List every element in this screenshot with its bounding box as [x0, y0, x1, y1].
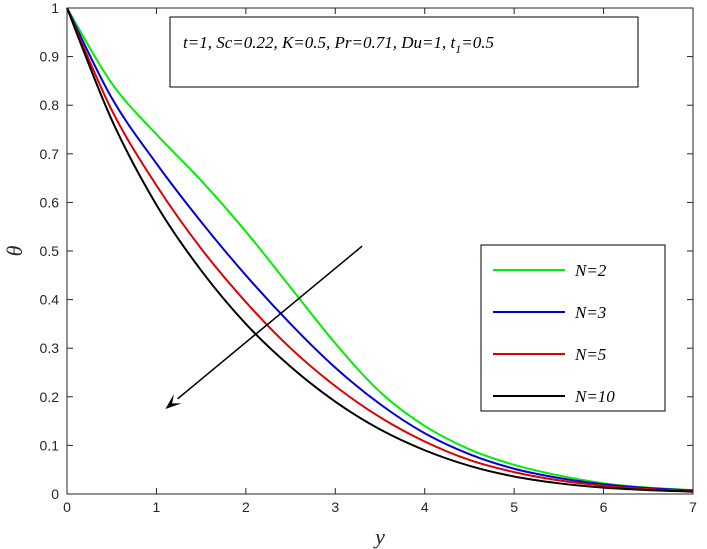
legend: N=2 N=3 N=5 N=10: [480, 244, 666, 412]
legend-label-N=5: N=5: [574, 345, 606, 364]
y-tick-label: 0.4: [40, 292, 60, 308]
y-tick-label: 0.7: [40, 146, 60, 162]
y-tick-label: 0: [51, 486, 59, 502]
curves-layer: [66, 7, 694, 493]
y-axis-title: θ: [2, 245, 27, 256]
y-tick-label: 0.9: [40, 49, 60, 65]
y-tick-label: 0.3: [40, 340, 60, 356]
series-line-N=3: [66, 7, 694, 492]
legend-label-N=2: N=2: [574, 261, 607, 280]
x-axis-title: y: [373, 524, 385, 549]
y-tick-label: 0.8: [40, 97, 60, 113]
x-tick-label: 5: [510, 499, 518, 515]
x-tick-label: 0: [63, 499, 71, 515]
legend-items: N=2 N=3 N=5 N=10: [493, 261, 615, 406]
trend-arrow-line: [177, 245, 363, 400]
annotation-box: [169, 16, 639, 88]
y-tick-label: 0.2: [40, 389, 60, 405]
series-line-N=2: [66, 7, 694, 492]
x-tick-label: 1: [153, 499, 161, 515]
x-tick-label: 2: [242, 499, 250, 515]
x-tick-label: 6: [600, 499, 608, 515]
legend-label-N=10: N=10: [574, 387, 615, 406]
x-tick-label: 4: [421, 499, 429, 515]
x-tick-label: 7: [689, 499, 697, 515]
annotation-subscript: 1: [455, 42, 461, 56]
annotation-text: t=1, Sc=0.22, K=0.5, Pr=0.71, Du=1, t1=0…: [183, 33, 494, 56]
annotation-tail: =0.5: [461, 33, 494, 52]
legend-box: [480, 244, 666, 412]
series-line-N=10: [66, 7, 694, 493]
parameter-annotation: t=1, Sc=0.22, K=0.5, Pr=0.71, Du=1, t1=0…: [169, 16, 639, 88]
y-tick-label: 0.1: [40, 437, 60, 453]
y-tick-label: 0.5: [40, 243, 60, 259]
legend-label-N=3: N=3: [574, 303, 606, 322]
x-tick-label: 3: [331, 499, 339, 515]
y-tick-label: 0.6: [40, 194, 60, 210]
ticks-layer: 0 1 2 3 4 5 6 7 0 0.1 0.2 0.3 0.4 0.5 0.6 0.7 0.8 0.9 1: [40, 0, 698, 515]
series-line-N=5: [66, 7, 694, 493]
trend-arrow: [165, 245, 363, 409]
y-tick-label: 1: [51, 0, 59, 16]
trend-arrow-head: [165, 394, 182, 409]
